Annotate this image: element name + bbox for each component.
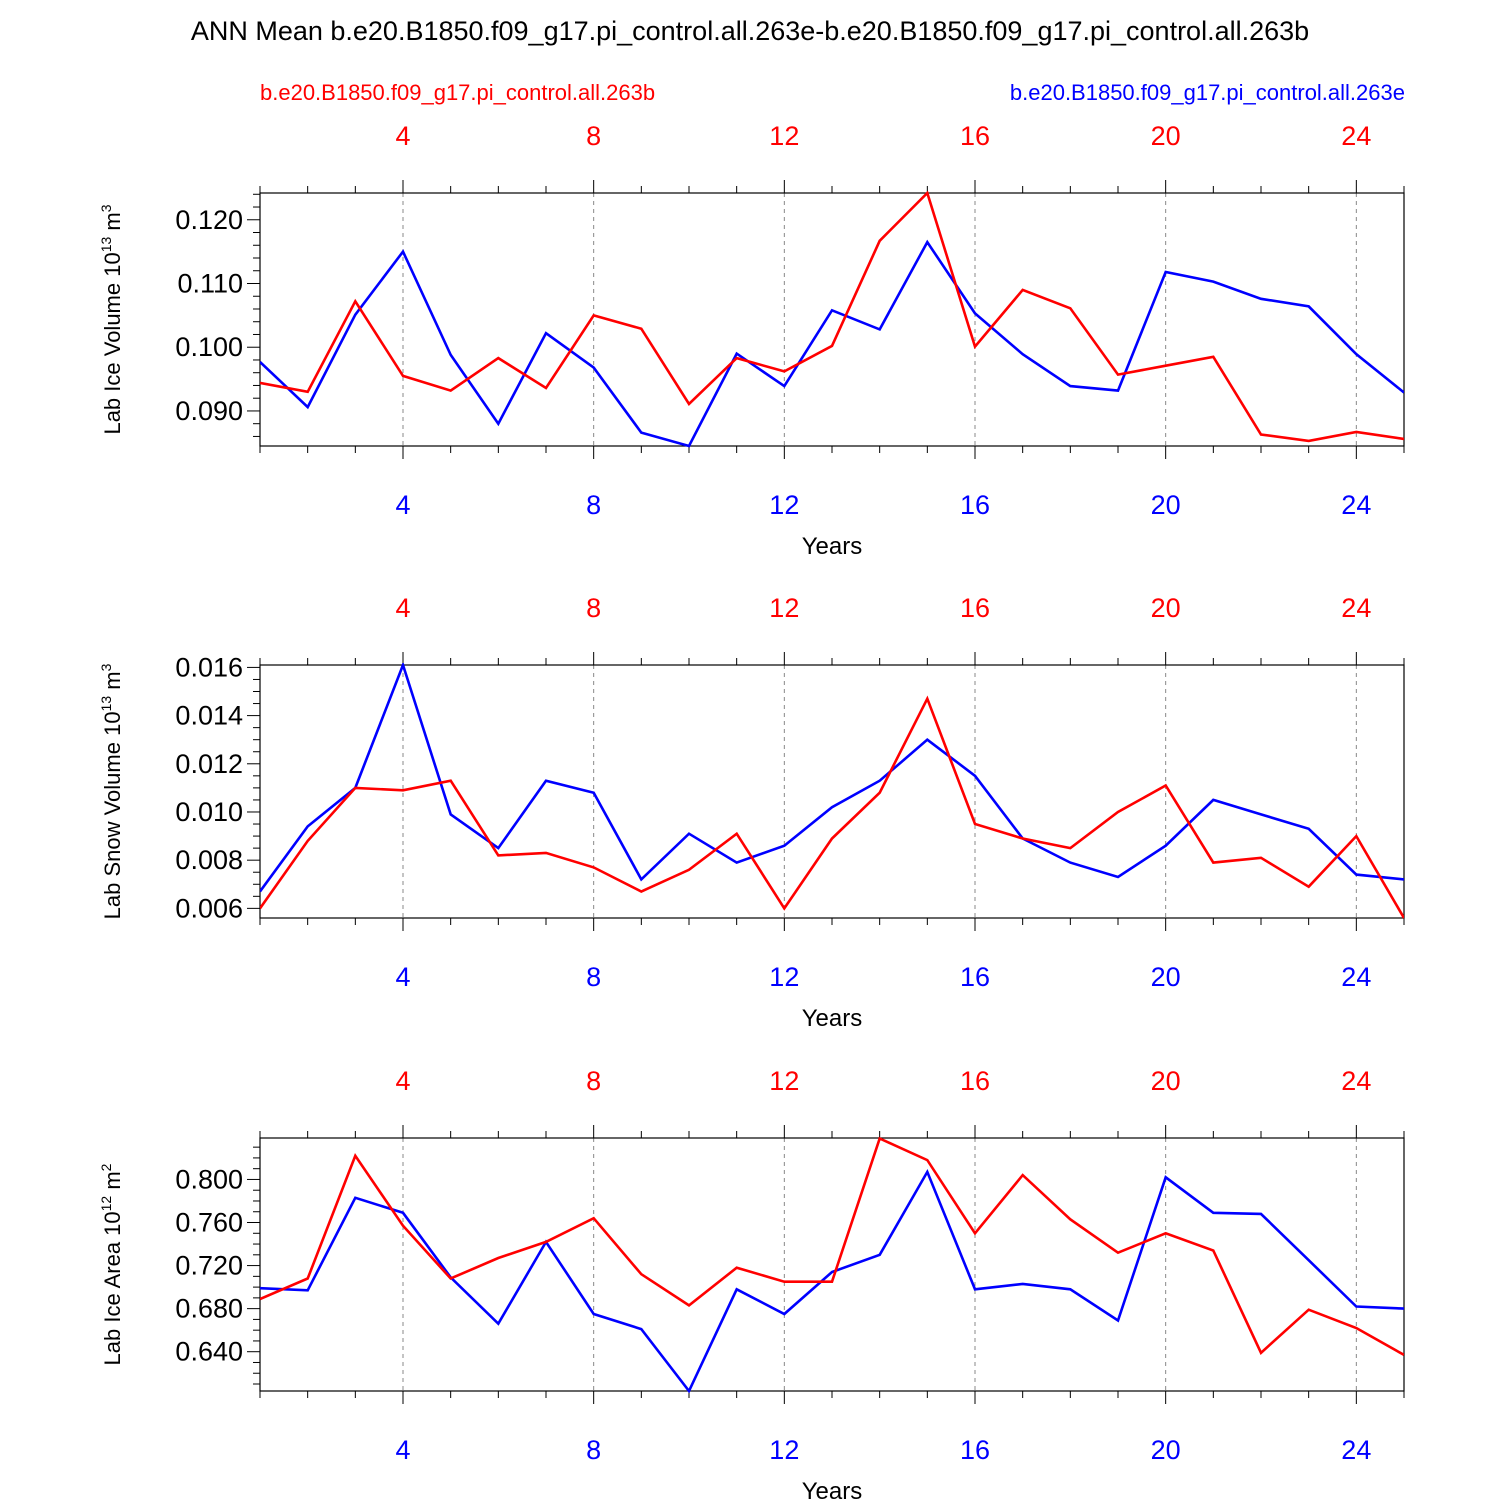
y-tick-label: 0.110 (177, 268, 243, 298)
x-axis-title: Years (802, 533, 863, 560)
x-tick-label-bottom: 20 (1151, 1435, 1181, 1465)
y-tick-label: 0.100 (175, 332, 243, 362)
y-axis-title: Lab Ice Area 1012 m2 (98, 1163, 125, 1365)
y-tick-label: 0.016 (175, 652, 243, 682)
y-axis-title-part: m (100, 671, 125, 695)
y-tick-label: 0.640 (175, 1337, 243, 1367)
series-line-263e (260, 239, 1404, 448)
chart-panel-3: 4 4 8 8 12 12 16 16 20 20 24 24 Years 0.640 0.680 0.720… (98, 1066, 1405, 1500)
y-tick-label: 0.008 (175, 845, 243, 875)
x-tick-label-bottom: 4 (395, 962, 410, 992)
series-line-263b (260, 695, 1404, 919)
x-tick-label-bottom: 12 (769, 962, 799, 992)
y-tick-label: 0.090 (175, 396, 243, 426)
x-tick-label-bottom: 16 (960, 962, 990, 992)
x-tick-label-top: 4 (395, 593, 410, 623)
x-tick-label-top: 16 (960, 1066, 990, 1096)
x-tick-label-top: 12 (769, 1066, 799, 1096)
x-tick-label-top: 16 (960, 121, 990, 151)
y-axis-title-exponent: 3 (98, 663, 114, 671)
x-tick-label-bottom: 24 (1341, 962, 1371, 992)
y-tick-label: 0.014 (175, 701, 243, 731)
y-axis-title-exponent: 3 (98, 204, 114, 212)
y-axis-title-part: m (100, 212, 125, 236)
legend-case-b: b.e20.B1850.f09_g17.pi_control.all.263b (260, 80, 656, 105)
figure-title: ANN Mean b.e20.B1850.f09_g17.pi_control.… (190, 16, 1310, 46)
x-tick-label-top: 24 (1341, 121, 1371, 151)
x-tick-label-top: 8 (586, 1066, 601, 1096)
x-tick-label-top: 4 (395, 121, 410, 151)
plot-frame (259, 192, 1405, 447)
x-tick-label-top: 20 (1151, 1066, 1181, 1096)
x-axis-title: Years (802, 1478, 863, 1500)
x-tick-label-top: 24 (1341, 1066, 1371, 1096)
chart-panel-2: 4 4 8 8 12 12 16 16 20 20 24 24 Years 0.006 0.008 0.010… (98, 593, 1405, 1032)
y-axis-title-part: Lab Snow Volume 10 (100, 711, 125, 919)
y-axis-title: Lab Snow Volume 1013 m3 (98, 663, 125, 919)
x-tick-label-top: 8 (586, 593, 601, 623)
x-tick-label-bottom: 8 (586, 962, 601, 992)
x-tick-label-bottom: 12 (769, 490, 799, 520)
y-axis-title: Lab Ice Volume 1013 m3 (98, 204, 125, 434)
chart-panel-1: 4 4 8 8 12 12 16 16 20 20 24 24 Years 0.090 0.100 0.110… (98, 121, 1405, 560)
y-axis-title-exponent: 13 (98, 237, 114, 253)
y-axis-title-part: m (100, 1171, 125, 1195)
x-tick-label-bottom: 8 (586, 1435, 601, 1465)
x-tick-label-top: 12 (769, 121, 799, 151)
x-tick-label-bottom: 20 (1151, 962, 1181, 992)
x-tick-label-top: 24 (1341, 593, 1371, 623)
x-axis-title: Years (802, 1005, 863, 1032)
series-line-263b (260, 191, 1404, 443)
y-axis-title-part: Lab Ice Area 10 (100, 1211, 125, 1365)
y-tick-label: 0.720 (175, 1251, 243, 1281)
x-tick-label-bottom: 16 (960, 1435, 990, 1465)
y-tick-label: 0.012 (175, 749, 243, 779)
x-tick-label-top: 20 (1151, 121, 1181, 151)
series-line-263e (260, 663, 1404, 893)
y-axis-title-part: Lab Ice Volume 10 (100, 252, 125, 434)
x-tick-label-top: 4 (395, 1066, 410, 1096)
legend-case-e: b.e20.B1850.f09_g17.pi_control.all.263e (1009, 80, 1405, 105)
y-axis-title-exponent: 12 (98, 1196, 114, 1212)
y-tick-label: 0.006 (175, 893, 243, 923)
y-tick-label: 0.680 (175, 1294, 243, 1324)
x-tick-label-top: 20 (1151, 593, 1181, 623)
x-tick-label-top: 12 (769, 593, 799, 623)
y-tick-label: 0.800 (175, 1164, 243, 1194)
x-tick-label-bottom: 16 (960, 490, 990, 520)
x-tick-label-bottom: 4 (395, 1435, 410, 1465)
y-tick-label: 0.760 (175, 1208, 243, 1238)
y-axis-title-exponent: 2 (98, 1163, 114, 1171)
plot-frame (259, 664, 1405, 919)
series-line-263b (260, 1136, 1404, 1357)
x-tick-label-bottom: 24 (1341, 490, 1371, 520)
x-tick-label-top: 8 (586, 121, 601, 151)
y-axis-title-exponent: 13 (98, 696, 114, 712)
x-tick-label-bottom: 4 (395, 490, 410, 520)
plot-frame (259, 1137, 1405, 1392)
x-tick-label-top: 16 (960, 593, 990, 623)
y-tick-label: 0.010 (175, 797, 243, 827)
x-tick-label-bottom: 24 (1341, 1435, 1371, 1465)
x-tick-label-bottom: 20 (1151, 490, 1181, 520)
y-tick-label: 0.120 (175, 205, 243, 235)
x-tick-label-bottom: 8 (586, 490, 601, 520)
x-tick-label-bottom: 12 (769, 1435, 799, 1465)
